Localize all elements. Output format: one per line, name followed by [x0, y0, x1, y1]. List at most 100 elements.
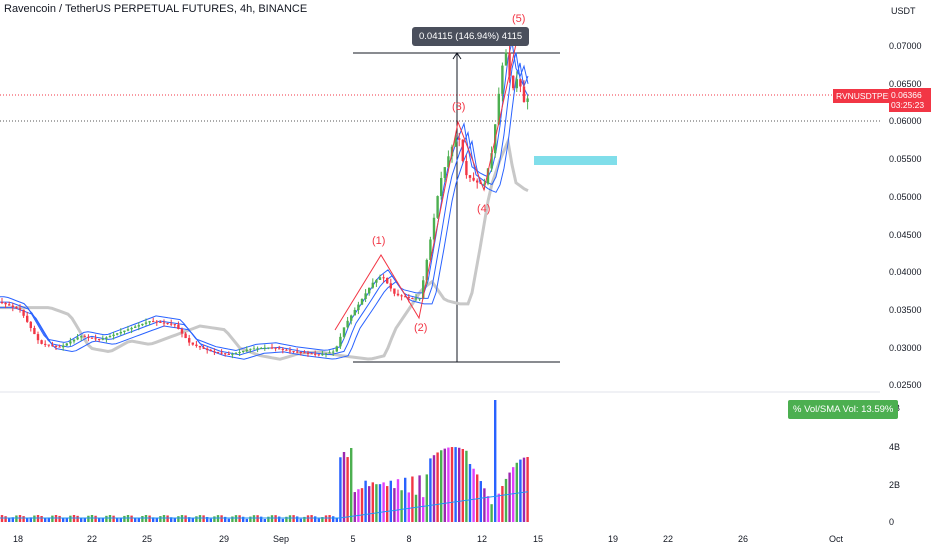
- candle-body: [407, 297, 410, 299]
- volume-bar: [44, 518, 47, 522]
- volume-axis[interactable]: 6B4B2B0: [889, 403, 900, 527]
- candle-body: [108, 336, 112, 338]
- candle-body: [270, 347, 274, 349]
- volume-bar: [195, 516, 198, 522]
- volume-bar: [328, 515, 331, 522]
- candle-body: [166, 323, 169, 325]
- candle-body: [26, 315, 29, 322]
- candle-body: [382, 277, 385, 279]
- candle-body: [4, 302, 7, 305]
- volume-bar: [72, 515, 76, 522]
- volume-bar: [234, 515, 238, 522]
- price-tag: 0.06366 03:25:23: [889, 88, 931, 112]
- volume-bar: [270, 515, 274, 522]
- volume-sma-line: [0, 491, 529, 519]
- candles[interactable]: [0, 45, 529, 359]
- volume-bar: [382, 482, 385, 522]
- candle-body: [504, 52, 508, 66]
- candle-body: [267, 347, 270, 349]
- candle-body: [526, 98, 529, 102]
- price-tick-label: 0.03500: [889, 305, 922, 315]
- volume-bar: [8, 518, 11, 522]
- candle-body: [461, 139, 464, 162]
- candle-body: [224, 353, 227, 355]
- candle-body: [296, 351, 299, 353]
- volume-bar: [429, 458, 432, 522]
- candle-body: [72, 339, 76, 342]
- volume-bar: [105, 515, 108, 522]
- volume-bar: [425, 474, 428, 522]
- volume-bar: [36, 515, 40, 522]
- candle-body: [512, 75, 515, 89]
- candle-body: [159, 321, 162, 323]
- elliott-wave-line: [334, 34, 519, 331]
- candle-body: [148, 321, 151, 323]
- volume-bar: [288, 515, 292, 522]
- volume-bar: [119, 517, 122, 522]
- volume-bar: [134, 517, 137, 522]
- candle-body: [83, 336, 86, 338]
- candle-body: [170, 323, 173, 325]
- volume-bar: [216, 515, 220, 522]
- volume-bar: [285, 516, 288, 522]
- candle-body: [368, 287, 371, 294]
- candle-body: [350, 315, 353, 321]
- candle-body: [40, 340, 43, 344]
- volume-tick-label: 0: [889, 517, 894, 527]
- candle-body: [177, 324, 180, 330]
- volume-bar: [180, 515, 184, 522]
- volume-bar: [98, 517, 101, 522]
- candle-body: [134, 326, 137, 328]
- ma-upper-line: [0, 41, 529, 352]
- candle-body: [393, 288, 396, 294]
- price-tick-label: 0.05500: [889, 154, 922, 164]
- candle-body: [213, 351, 216, 353]
- price-tick-label: 0.03000: [889, 343, 922, 353]
- candle-body: [519, 79, 522, 87]
- candle-body: [375, 279, 378, 283]
- candle-body: [144, 322, 148, 324]
- volume-bar: [47, 517, 50, 522]
- candle-body: [515, 79, 518, 89]
- price-axis[interactable]: 0.07000 0.06500 0.06000 0.05500 0.05000 0.045…: [889, 41, 922, 390]
- candle-body: [472, 177, 475, 181]
- candle-body: [238, 351, 241, 354]
- volume-bar: [51, 515, 54, 522]
- volume-bar: [368, 486, 371, 522]
- volume-bar: [29, 517, 32, 522]
- volume-bar: [83, 517, 86, 522]
- candle-body: [310, 353, 313, 355]
- candle-body: [285, 349, 288, 351]
- volume-bar: [479, 481, 482, 522]
- volume-bar: [476, 474, 479, 522]
- date-axis[interactable]: 18 22 25 29 Sep 5 8 12 15 19 22 26 Oct: [13, 534, 844, 544]
- candle-body: [0, 302, 4, 304]
- date-tick-label: 26: [738, 534, 748, 544]
- volume-bar: [69, 515, 72, 522]
- candle-body: [152, 321, 155, 323]
- candle-body: [155, 321, 158, 323]
- volume-bar: [137, 518, 140, 522]
- candle-body: [288, 350, 292, 352]
- candle-body: [260, 347, 263, 349]
- volume-bar: [231, 516, 234, 522]
- candle-body: [202, 347, 205, 349]
- target-zone[interactable]: [534, 156, 617, 165]
- volume-bar: [501, 486, 504, 522]
- wave-5-label: (5): [512, 13, 525, 25]
- volume-bar: [299, 518, 302, 522]
- candle-body: [371, 282, 374, 288]
- candle-body: [101, 338, 104, 340]
- volume-bar: [386, 486, 389, 522]
- volume-sma-tag: % Vol/SMA Vol: 13.59%: [788, 400, 899, 419]
- volume-bar: [116, 517, 119, 522]
- candle-body: [44, 343, 47, 345]
- candle-body: [396, 293, 400, 296]
- wave-2-label: (2): [414, 322, 427, 334]
- measure-tool[interactable]: [353, 52, 560, 363]
- candle-body: [123, 330, 126, 332]
- candle-body: [130, 327, 133, 330]
- volume-bar: [191, 518, 194, 522]
- volume-bar: [353, 492, 356, 522]
